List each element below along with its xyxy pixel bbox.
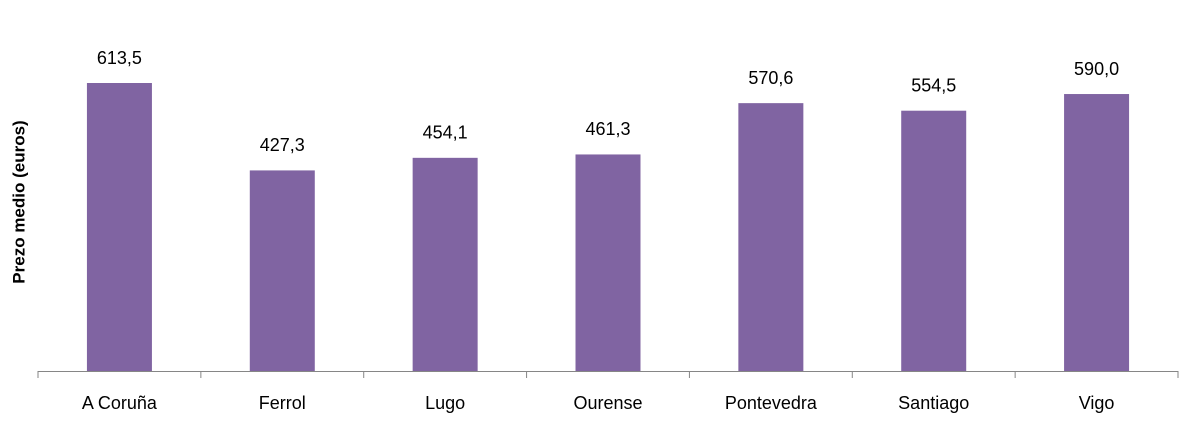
bar bbox=[575, 154, 641, 371]
bar bbox=[412, 157, 478, 371]
value-label: 570,6 bbox=[748, 68, 793, 88]
bar bbox=[901, 110, 967, 372]
bar bbox=[1064, 94, 1130, 371]
x-tick-label: Ourense bbox=[573, 393, 642, 413]
value-label: 554,5 bbox=[911, 75, 956, 95]
x-tick-label: Lugo bbox=[425, 393, 465, 413]
value-label: 454,1 bbox=[423, 123, 468, 143]
x-tick-label: Santiago bbox=[898, 393, 969, 413]
x-tick-label: Ferrol bbox=[259, 393, 306, 413]
y-axis-label: Prezo medio (euros) bbox=[9, 120, 28, 283]
x-tick-label: A Coruña bbox=[82, 393, 158, 413]
x-tick-label: Vigo bbox=[1079, 393, 1115, 413]
value-label: 613,5 bbox=[97, 48, 142, 68]
value-label: 590,0 bbox=[1074, 59, 1119, 79]
bar bbox=[249, 170, 315, 371]
x-tick-label: Pontevedra bbox=[725, 393, 818, 413]
value-label: 427,3 bbox=[260, 135, 305, 155]
bar bbox=[738, 103, 804, 372]
bar bbox=[86, 83, 152, 372]
value-label: 461,3 bbox=[585, 119, 630, 139]
